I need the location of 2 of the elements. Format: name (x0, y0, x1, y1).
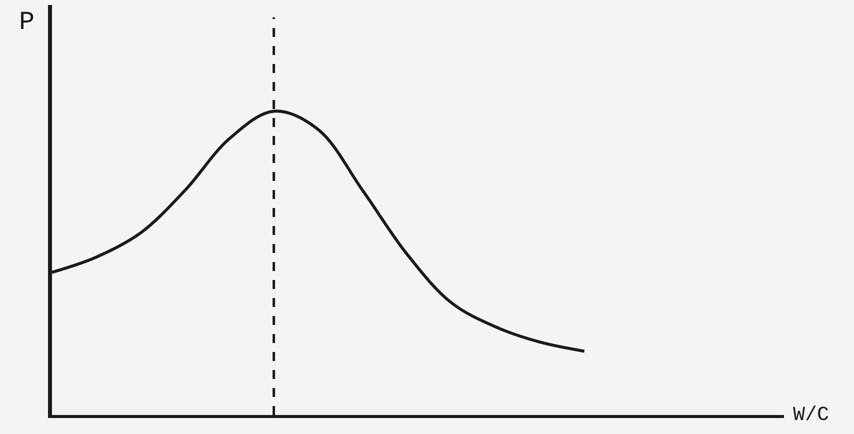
y-axis-title: P (19, 7, 35, 37)
text: W/C (793, 404, 830, 427)
